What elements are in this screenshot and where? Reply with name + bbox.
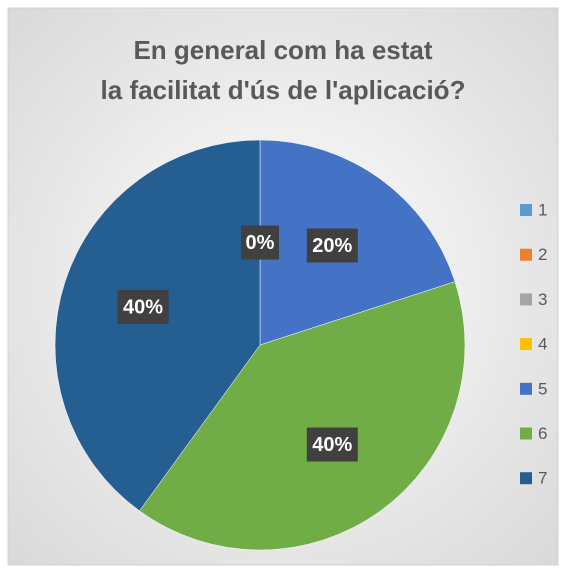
pie-slice	[54, 139, 261, 512]
data-label-box	[241, 225, 279, 260]
chart-title: En general com ha estat	[133, 35, 432, 65]
legend-label: 7	[538, 469, 547, 488]
data-label: 20%	[312, 235, 352, 257]
legend-swatch	[520, 338, 532, 351]
legend-swatch	[520, 472, 532, 485]
legend-label: 4	[538, 335, 547, 354]
legend-swatch	[520, 293, 532, 306]
legend-swatch	[520, 382, 532, 395]
chart-title: la facilitat d'ús de l'aplicació?	[101, 75, 466, 105]
legend-label: 2	[538, 245, 547, 264]
data-label: 40%	[123, 296, 163, 318]
data-label: 40%	[312, 434, 352, 456]
legend-label: 1	[538, 200, 547, 219]
data-label: 0%	[246, 232, 275, 254]
legend-swatch	[520, 427, 532, 440]
legend-swatch	[520, 248, 532, 261]
legend-label: 3	[538, 290, 547, 309]
data-label-box	[306, 427, 358, 462]
data-label-box	[306, 228, 358, 263]
pie-slice	[139, 281, 466, 551]
legend-label: 6	[538, 424, 547, 443]
data-label-box	[117, 289, 169, 324]
legend-label: 5	[538, 379, 547, 398]
legend-swatch	[520, 204, 532, 216]
